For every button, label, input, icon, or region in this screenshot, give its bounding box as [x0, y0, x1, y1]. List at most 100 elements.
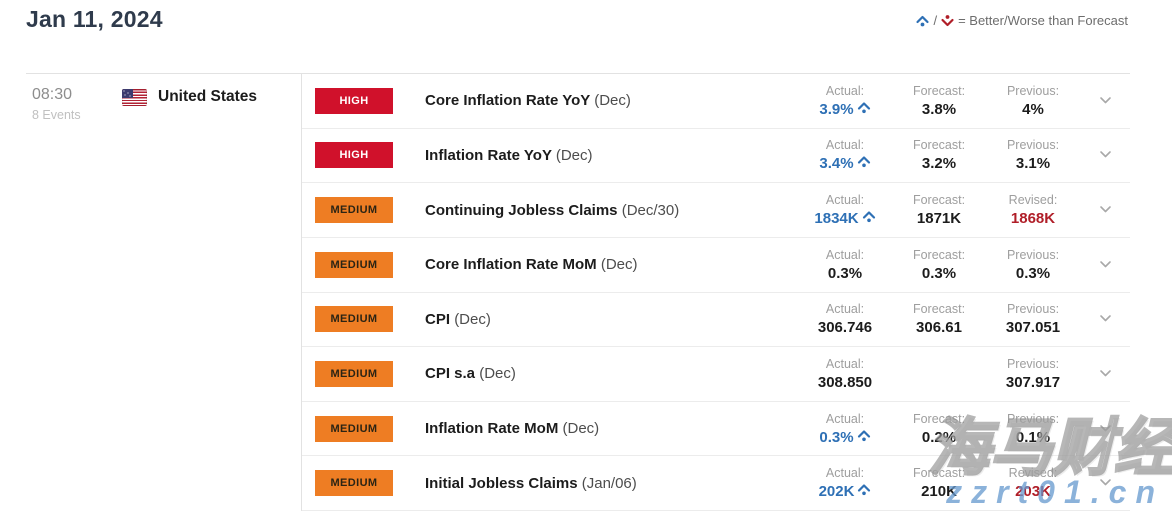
event-values: Actual: 0.3% Forecast: 0.3% Previous: 0.…: [798, 248, 1130, 282]
event-title: Initial Jobless Claims: [425, 474, 578, 492]
forecast-label: Forecast:: [912, 411, 966, 426]
forecast-value: 306.61: [916, 319, 962, 337]
actual-label: Actual:: [825, 83, 865, 98]
actual-value: 308.850: [817, 373, 873, 391]
event-row[interactable]: MEDIUM Core Inflation Rate MoM (Dec) Act…: [302, 237, 1130, 293]
event-values: Actual: 306.746 Forecast: 306.61 Previou…: [798, 302, 1130, 336]
event-period: (Dec): [454, 310, 491, 328]
forecast-column: Forecast: 0.2%: [892, 412, 986, 446]
event-title: Inflation Rate YoY: [425, 146, 552, 164]
time-block: 08:30 8 Events: [32, 86, 81, 122]
event-title: CPI: [425, 310, 451, 328]
chevron-down-icon: [1099, 310, 1112, 328]
legend: / = Better/Worse than Forecast: [915, 13, 1128, 28]
actual-column: Actual: 202K: [798, 466, 892, 500]
event-name[interactable]: Core Inflation Rate YoY (Dec): [425, 92, 631, 109]
expand-row-button[interactable]: [1080, 201, 1130, 219]
previous-value: 0.3%: [1015, 264, 1051, 282]
event-values: Actual: 0.3% Forecast: 0.2% Previous: 0.…: [798, 412, 1130, 446]
previous-column: Previous: 4%: [986, 84, 1080, 118]
actual-value: 0.3%: [827, 264, 863, 282]
previous-column: Revised: 203K: [986, 466, 1080, 500]
chevron-down-icon: [1099, 420, 1112, 438]
actual-value: 306.746: [817, 319, 873, 337]
previous-column: Previous: 0.1%: [986, 412, 1080, 446]
chevron-up-dot-icon: [915, 14, 930, 28]
importance-badge: MEDIUM: [315, 470, 393, 497]
previous-label: Previous:: [1006, 411, 1060, 426]
forecast-column: Forecast: 3.2%: [892, 138, 986, 172]
legend-text: = Better/Worse than Forecast: [958, 13, 1128, 28]
previous-value: 4%: [1022, 100, 1044, 118]
event-row[interactable]: MEDIUM Inflation Rate MoM (Dec) Actual: …: [302, 401, 1130, 457]
event-period: (Dec): [600, 256, 638, 274]
previous-label: Previous:: [1006, 247, 1060, 262]
previous-label: Previous:: [1006, 138, 1060, 153]
expand-row-button[interactable]: [1080, 146, 1130, 164]
chevron-down-icon: [1099, 474, 1112, 492]
importance-badge: MEDIUM: [315, 251, 393, 278]
event-values: Actual: 308.850 Previous: 307.917: [798, 357, 1130, 391]
event-period: (Dec): [594, 92, 631, 110]
actual-value: 0.3%: [798, 429, 892, 446]
forecast-label: Forecast:: [912, 83, 966, 98]
previous-column: Previous: 0.3%: [986, 248, 1080, 282]
event-row[interactable]: MEDIUM Initial Jobless Claims (Jan/06) A…: [302, 456, 1130, 511]
event-name[interactable]: CPI s.a (Dec): [425, 365, 516, 382]
better-than-forecast-icon: [857, 483, 871, 500]
expand-row-button[interactable]: [1080, 256, 1130, 274]
forecast-value: 210K: [921, 483, 957, 501]
previous-label: Previous:: [1006, 302, 1060, 317]
actual-column: Actual: 3.9%: [798, 84, 892, 118]
event-row[interactable]: HIGH Core Inflation Rate YoY (Dec) Actua…: [302, 74, 1130, 129]
previous-value: 307.917: [1005, 373, 1061, 391]
actual-column: Actual: 1834K: [798, 193, 892, 227]
event-time: 08:30: [32, 86, 73, 103]
forecast-label: Forecast:: [912, 247, 966, 262]
event-name[interactable]: Initial Jobless Claims (Jan/06): [425, 475, 637, 492]
event-name[interactable]: Inflation Rate MoM (Dec): [425, 420, 599, 437]
event-row[interactable]: MEDIUM CPI (Dec) Actual: 306.746 Forecas…: [302, 292, 1130, 348]
event-name[interactable]: Continuing Jobless Claims (Dec/30): [425, 202, 679, 219]
forecast-column: Forecast: 210K: [892, 466, 986, 500]
expand-row-button[interactable]: [1080, 474, 1130, 492]
forecast-label: Forecast:: [912, 302, 966, 317]
event-values: Actual: 3.9% Forecast: 3.8% Previous: 4%: [798, 84, 1130, 118]
actual-label: Actual:: [825, 302, 865, 317]
chevron-down-dot-icon: [940, 14, 955, 28]
event-row[interactable]: MEDIUM CPI s.a (Dec) Actual: 308.850 Pre…: [302, 347, 1130, 402]
event-name[interactable]: Core Inflation Rate MoM (Dec): [425, 256, 638, 273]
event-row[interactable]: MEDIUM Continuing Jobless Claims (Dec/30…: [302, 183, 1130, 238]
page-title: Jan 11, 2024: [26, 6, 163, 32]
country-block[interactable]: United States: [122, 88, 257, 106]
forecast-label: Forecast:: [912, 466, 966, 481]
event-period: (Dec): [562, 420, 600, 438]
event-period: (Dec): [555, 146, 593, 164]
previous-column: Previous: 307.917: [986, 357, 1080, 391]
expand-row-button[interactable]: [1080, 92, 1130, 110]
previous-label: Revised:: [1008, 466, 1058, 481]
actual-column: Actual: 3.4%: [798, 138, 892, 172]
actual-value: 3.4%: [798, 155, 892, 172]
event-row[interactable]: HIGH Inflation Rate YoY (Dec) Actual: 3.…: [302, 128, 1130, 184]
event-values: Actual: 202K Forecast: 210K Revised: 203…: [798, 466, 1130, 500]
expand-row-button[interactable]: [1080, 420, 1130, 438]
event-name[interactable]: Inflation Rate YoY (Dec): [425, 147, 593, 164]
chevron-down-icon: [1099, 365, 1112, 383]
actual-label: Actual:: [825, 193, 865, 208]
expand-row-button[interactable]: [1080, 365, 1130, 383]
chevron-down-icon: [1099, 92, 1112, 110]
importance-badge: MEDIUM: [315, 197, 393, 224]
event-name[interactable]: CPI (Dec): [425, 311, 491, 328]
forecast-value: 0.3%: [921, 264, 957, 282]
event-title: Continuing Jobless Claims: [425, 201, 618, 219]
time-country-panel: 08:30 8 Events United States: [26, 74, 302, 511]
importance-badge: HIGH: [315, 87, 393, 114]
expand-row-button[interactable]: [1080, 310, 1130, 328]
actual-column: Actual: 306.746: [798, 302, 892, 336]
forecast-column: Forecast: 0.3%: [892, 248, 986, 282]
importance-badge: MEDIUM: [315, 306, 393, 333]
event-title: Inflation Rate MoM: [425, 420, 559, 438]
forecast-label: [892, 357, 986, 371]
previous-column: Previous: 3.1%: [986, 138, 1080, 172]
